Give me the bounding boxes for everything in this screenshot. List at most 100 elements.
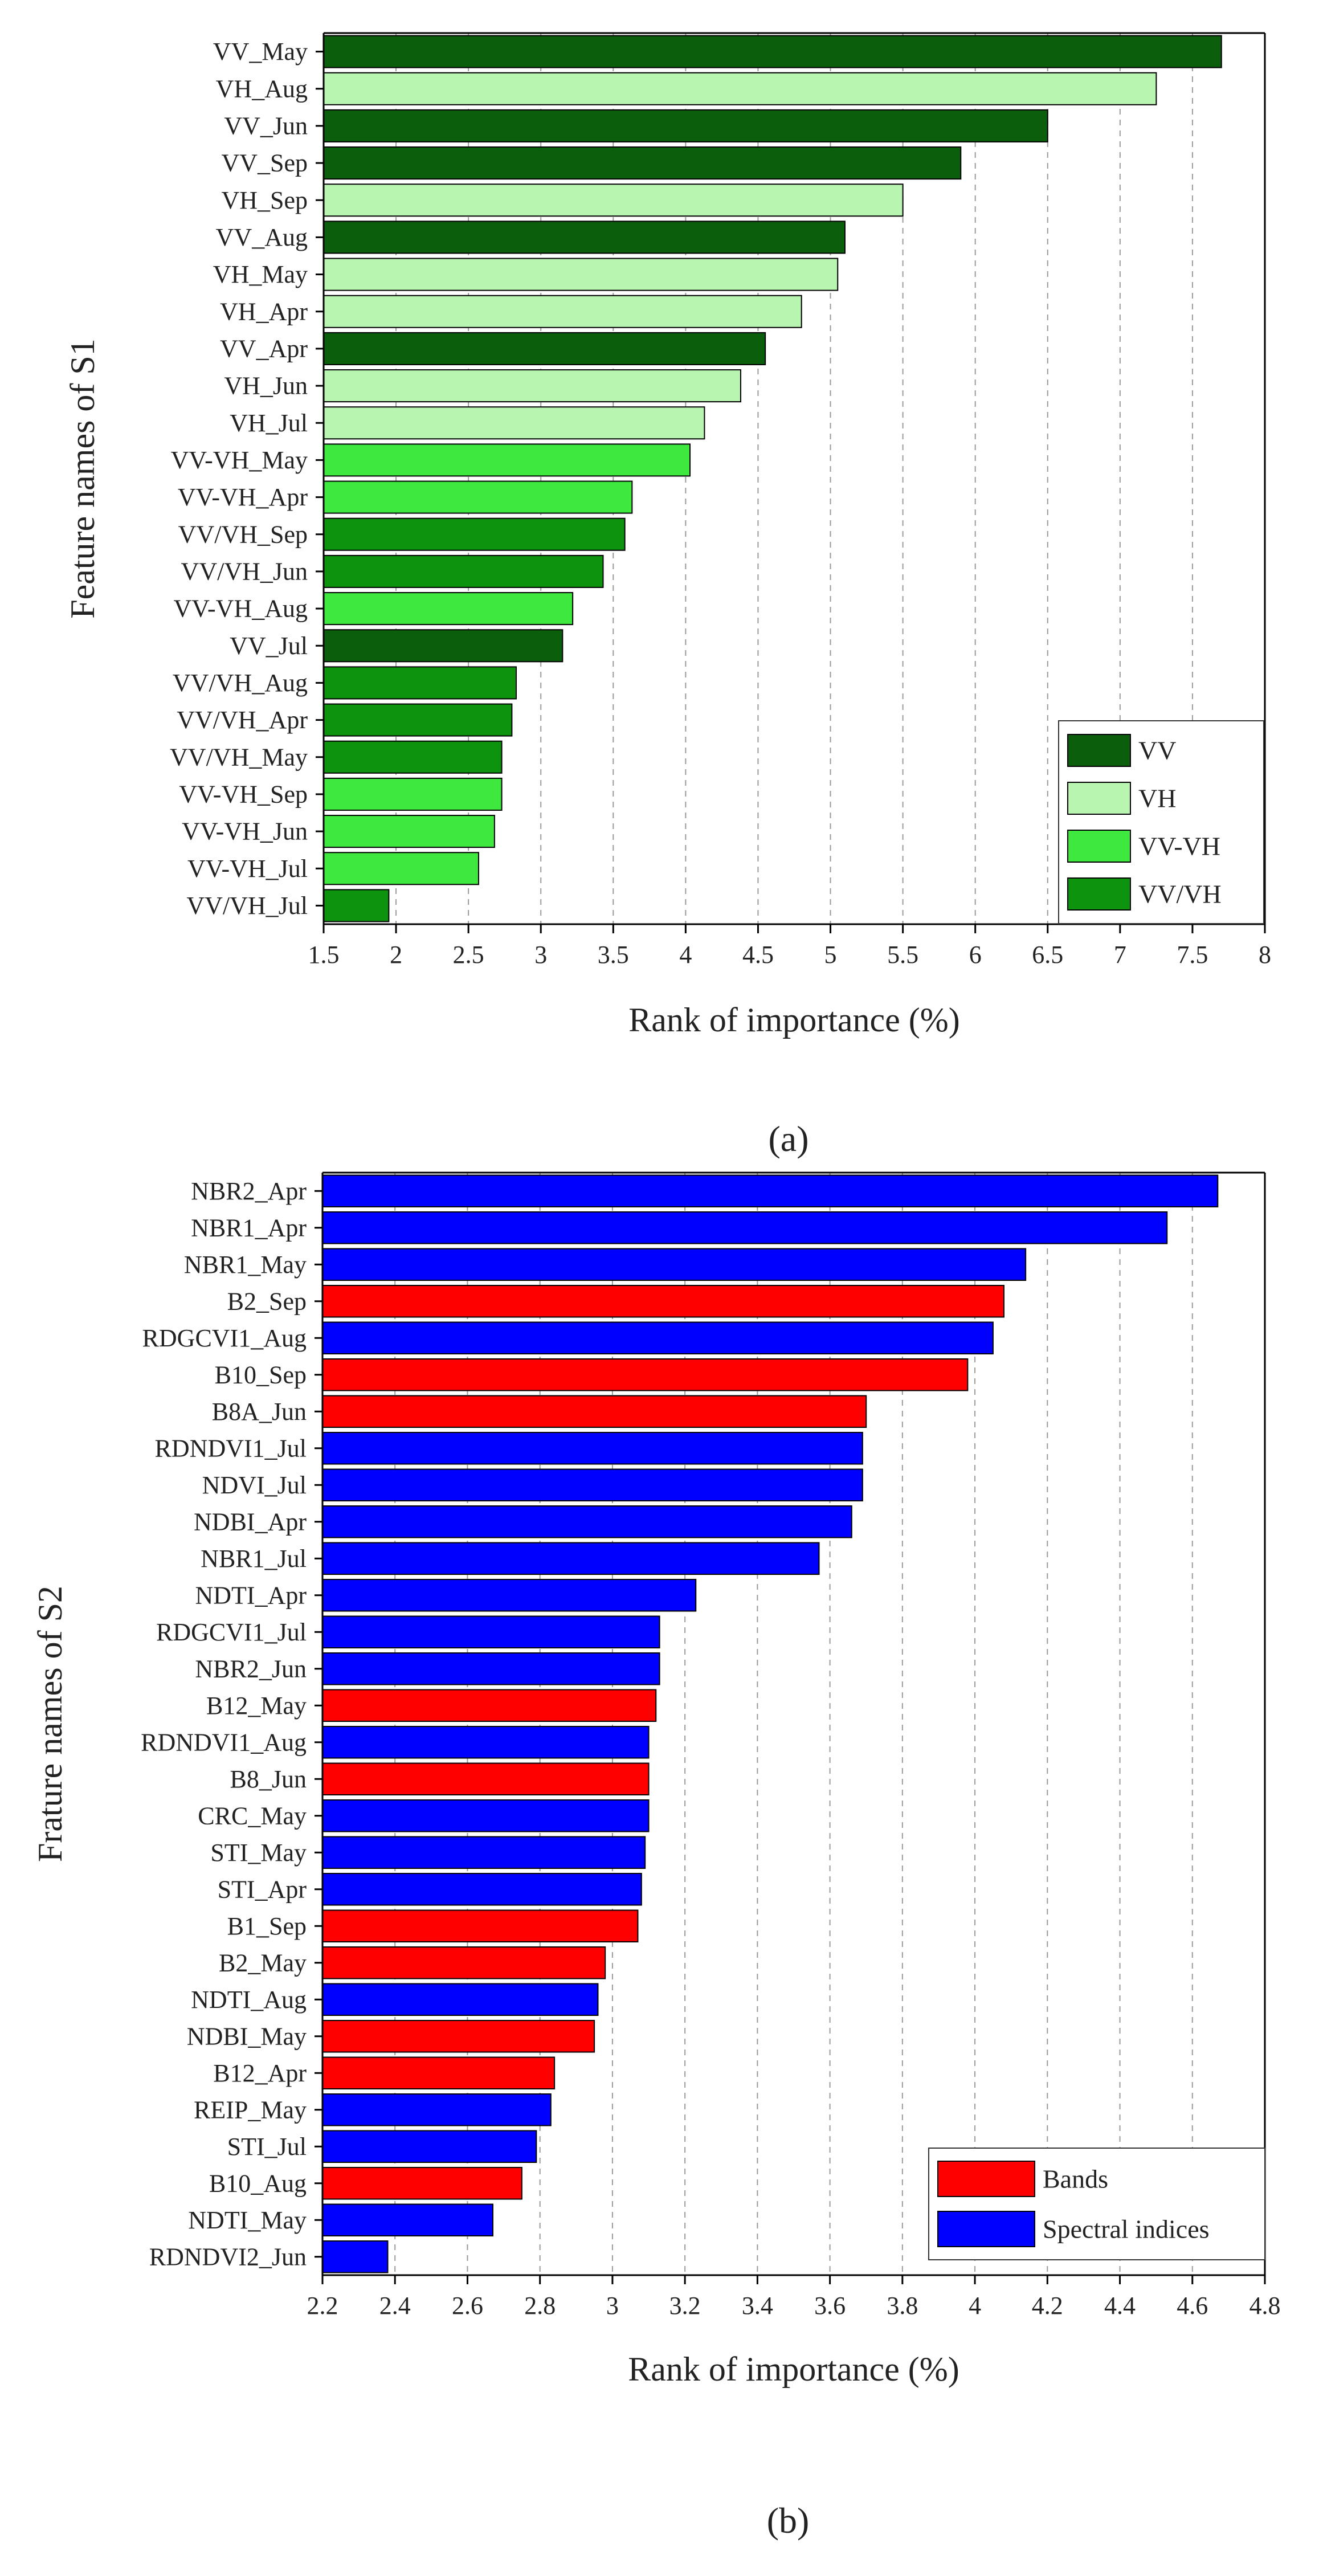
y-tick-label: VH_Sep [221,186,308,214]
bar-STI_Apr [322,1873,642,1906]
y-tick-label: VV/VH_Sep [178,520,308,548]
y-tick-label: RDNDVI2_Jun [149,2243,307,2271]
y-tick-label: B2_Sep [227,1287,307,1315]
legend-swatch [1067,877,1131,911]
y-tick-label: VV/VH_May [170,743,308,771]
y-tick-label: VV_Jun [224,112,308,140]
y-tick-label: RDGCVI1_Jul [156,1618,307,1646]
x-tick-label: 4 [969,2292,981,2320]
x-tick-label: 3.6 [814,2292,846,2320]
bar-VV/VH_Apr [323,703,513,737]
y-tick-label: STI_May [210,1839,307,1867]
bar-B8_Jun [322,1762,650,1795]
x-tick-label: 3.5 [598,941,629,969]
bar-NDBI_Apr [322,1505,852,1538]
bar-REIP_May [322,2093,552,2126]
bar-B8A_Jun [322,1395,867,1428]
y-tick-label: NDTI_May [188,2206,307,2234]
y-tick-label: NBR1_May [184,1251,307,1279]
panel-a: VV_May VH_Aug VV_Jun VV_Sep VH_Sep VV_Aug VH_M… [64,32,1271,1159]
bar-NBR2_Apr [322,1174,1219,1207]
bar-RDGCVI1_Aug [322,1321,994,1354]
bar-NDVI_Jul [322,1468,863,1501]
legend-swatch [1067,782,1131,815]
bar-STI_Jul [322,2130,537,2163]
y-axis-title: Feature names of S1 [64,338,101,619]
bar-VV/VH_May [323,740,503,774]
x-tick-label: 2.2 [307,2292,338,2320]
legend-swatch [1067,734,1131,767]
bar-STI_May [322,1836,646,1869]
bar-NDTI_May [322,2203,493,2236]
y-tick-label: VV/VH_Jun [181,557,308,585]
y-tick-label: NDTI_Apr [195,1581,307,1609]
y-axis-title: Frature names of S2 [31,1586,69,1862]
y-tick-label: VV_May [213,38,308,66]
bar-VH_May [323,258,839,291]
bar-B10_Sep [322,1358,969,1391]
bar-B1_Sep [322,1909,639,1942]
x-tick-label: 5.5 [887,941,918,969]
y-tick-label: NBR2_Apr [191,1177,307,1205]
bar-VV-VH_Aug [323,592,574,626]
bar-VH_Sep [323,183,904,217]
x-tick-label: 3.4 [742,2292,773,2320]
bar-RDNDVI1_Aug [322,1726,650,1759]
y-tick-label: VV/VH_Jul [186,892,308,920]
bar-B2_Sep [322,1285,1004,1318]
y-tick-label: NDVI_Jul [202,1471,307,1499]
y-tick-label: NDBI_Apr [194,1508,307,1536]
panel-label: (a) [768,1118,808,1159]
y-tick-label: RDNDVI1_Aug [141,1728,307,1756]
y-tick-label: B1_Sep [227,1912,307,1940]
bar-VV/VH_Jul [323,889,390,922]
bar-NBR2_Jun [322,1652,660,1685]
y-tick-label: B8A_Jun [212,1398,307,1426]
y-tick-label: VH_Aug [216,75,308,103]
y-tick-label: VH_Jul [230,409,308,437]
x-tick-label: 4.5 [742,941,774,969]
bar-B12_Apr [322,2056,556,2089]
x-tick-label: 6.5 [1032,941,1063,969]
bar-VV_May [323,35,1222,68]
y-tick-label: VH_Apr [220,297,308,325]
bar-NBR1_Jul [322,1542,820,1575]
y-tick-label: VH_Jun [224,372,308,400]
bar-VV_Jul [323,629,563,663]
panel-label: (b) [767,2500,810,2541]
y-tick-label: VV-VH_Sep [179,780,308,808]
legend-label: VV-VH [1138,832,1220,861]
bar-VV-VH_Jul [323,852,479,885]
x-tick-label: 6 [969,941,982,969]
y-tick-label: NDBI_May [187,2022,307,2050]
legend-swatch [937,2211,1035,2247]
x-tick-label: 2.8 [524,2292,556,2320]
y-tick-label: B12_Apr [213,2059,307,2087]
x-tick-label: 7 [1114,941,1126,969]
x-axis-title: Rank of importance (%) [628,1001,959,1039]
bar-RDGCVI1_Jul [322,1615,660,1648]
y-tick-label: VV-VH_May [171,446,308,474]
bar-VV-VH_May [323,443,691,477]
y-tick-label: VV/VH_Apr [177,706,308,734]
y-tick-label: B8_Jun [230,1765,307,1793]
y-tick-label: B10_Aug [209,2169,307,2197]
x-tick-label: 3.8 [887,2292,918,2320]
x-tick-label: 4.2 [1032,2292,1063,2320]
x-tick-label: 8 [1259,941,1271,969]
x-tick-label: 2 [390,941,402,969]
bar-RDNDVI2_Jun [322,2240,389,2273]
bar-VV-VH_Apr [323,480,633,514]
legend: Bands Spectral indices [928,2148,1265,2260]
legend-label: Bands [1043,2165,1108,2194]
y-tick-label: NDTI_Aug [191,1986,307,2014]
y-tick-label: VV-VH_Jun [182,818,308,846]
y-tick-label: VV-VH_Apr [178,483,308,511]
y-tick-label: VV_Jul [230,632,308,660]
bar-NBR1_Apr [322,1211,1168,1244]
bar-VH_Jun [323,369,741,403]
x-tick-label: 7.5 [1177,941,1208,969]
x-tick-label: 2.6 [452,2292,483,2320]
bar-VV_Aug [323,221,846,254]
